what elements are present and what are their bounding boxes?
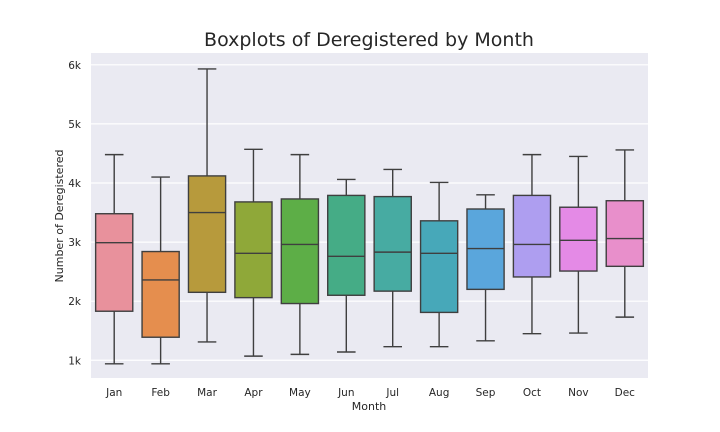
iqr-box	[373, 195, 412, 292]
box-aug	[419, 181, 459, 348]
x-tick-label: Dec	[615, 387, 636, 399]
y-tick-label: 4k	[68, 178, 82, 190]
x-axis-label: Month	[352, 400, 387, 413]
x-tick-label: Jun	[337, 387, 354, 399]
x-tick-label: Aug	[429, 387, 450, 399]
plot-area	[91, 53, 648, 378]
y-tick-label: 5k	[68, 119, 82, 131]
x-tick-label: Feb	[151, 387, 170, 399]
iqr-box	[141, 250, 180, 338]
x-tick-label: Sep	[476, 387, 496, 399]
box-nov	[559, 155, 598, 334]
box-jun	[327, 178, 366, 353]
box-may	[280, 153, 320, 356]
y-tick-label: 3k	[68, 237, 82, 249]
iqr-box	[559, 206, 598, 272]
iqr-box	[419, 220, 459, 314]
x-tick-label: Jul	[385, 387, 399, 399]
y-tick-label: 6k	[68, 60, 82, 72]
grid-lines	[91, 64, 648, 361]
x-tick-label: May	[289, 387, 311, 399]
box-jul	[373, 168, 412, 348]
y-tick-label: 2k	[68, 296, 82, 308]
box-feb	[141, 176, 180, 365]
x-tick-label: Oct	[523, 387, 541, 399]
box-mar	[187, 68, 227, 343]
boxes	[94, 68, 645, 365]
box-dec	[605, 149, 645, 318]
x-tick-label: Nov	[568, 387, 589, 399]
x-tick-label: Jan	[105, 387, 122, 399]
box-apr	[234, 148, 273, 357]
box-oct	[512, 153, 552, 335]
y-tick-labels: 1k 2k 3k 4k 5k 6k	[68, 60, 82, 367]
box-sep	[466, 194, 505, 342]
chart-title: Boxplots of Deregistered by Month	[204, 29, 534, 51]
iqr-box	[327, 194, 366, 296]
iqr-box	[94, 213, 134, 312]
iqr-box	[234, 201, 273, 299]
y-axis-label: Number of Deregistered	[53, 150, 66, 283]
x-tick-label: Apr	[244, 387, 263, 399]
x-tick-label: Mar	[197, 387, 217, 399]
x-tick-labels: Jan Feb Mar Apr May Jun Jul Aug Sep Oct Nov Dec	[105, 387, 635, 399]
iqr-box	[605, 200, 645, 268]
iqr-box	[512, 194, 552, 278]
iqr-box	[280, 198, 320, 305]
iqr-box	[187, 175, 227, 294]
box-jan	[94, 153, 134, 365]
y-tick-label: 1k	[68, 355, 82, 367]
